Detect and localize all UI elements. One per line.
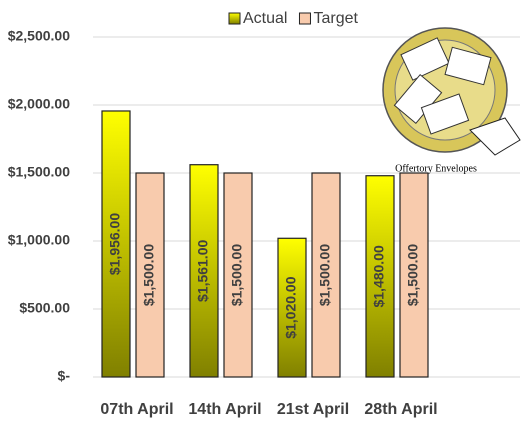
y-tick-label: $- [58, 368, 71, 384]
y-tick-label: $2,000.00 [8, 96, 70, 112]
x-tick-label: 28th April [364, 401, 437, 418]
y-tick-label: $2,500.00 [8, 28, 70, 44]
x-tick-label: 14th April [188, 401, 261, 418]
data-label: $1,500.00 [405, 244, 421, 306]
data-label: $1,561.00 [195, 240, 211, 302]
legend-swatch [229, 13, 240, 24]
legend-label: Actual [243, 10, 287, 27]
y-tick-label: $1,500.00 [8, 164, 70, 180]
chart: Offertory Envelopes $- $500.00 $1,000.00 $1… [0, 0, 525, 421]
legend-label: Target [313, 10, 358, 27]
legend-swatch [299, 13, 310, 24]
x-tick-label: 07th April [100, 401, 173, 418]
y-tick-label: $1,000.00 [8, 232, 70, 248]
data-label: $1,500.00 [229, 244, 245, 306]
data-label: $1,480.00 [371, 245, 387, 307]
data-label: $1,500.00 [317, 244, 333, 306]
data-label: $1,956.00 [107, 213, 123, 275]
y-tick-label: $500.00 [19, 300, 70, 316]
x-tick-label: 21st April [277, 401, 349, 418]
data-label: $1,500.00 [141, 244, 157, 306]
data-label: $1,020.00 [283, 276, 299, 338]
clipart: Offertory Envelopes [383, 28, 520, 174]
